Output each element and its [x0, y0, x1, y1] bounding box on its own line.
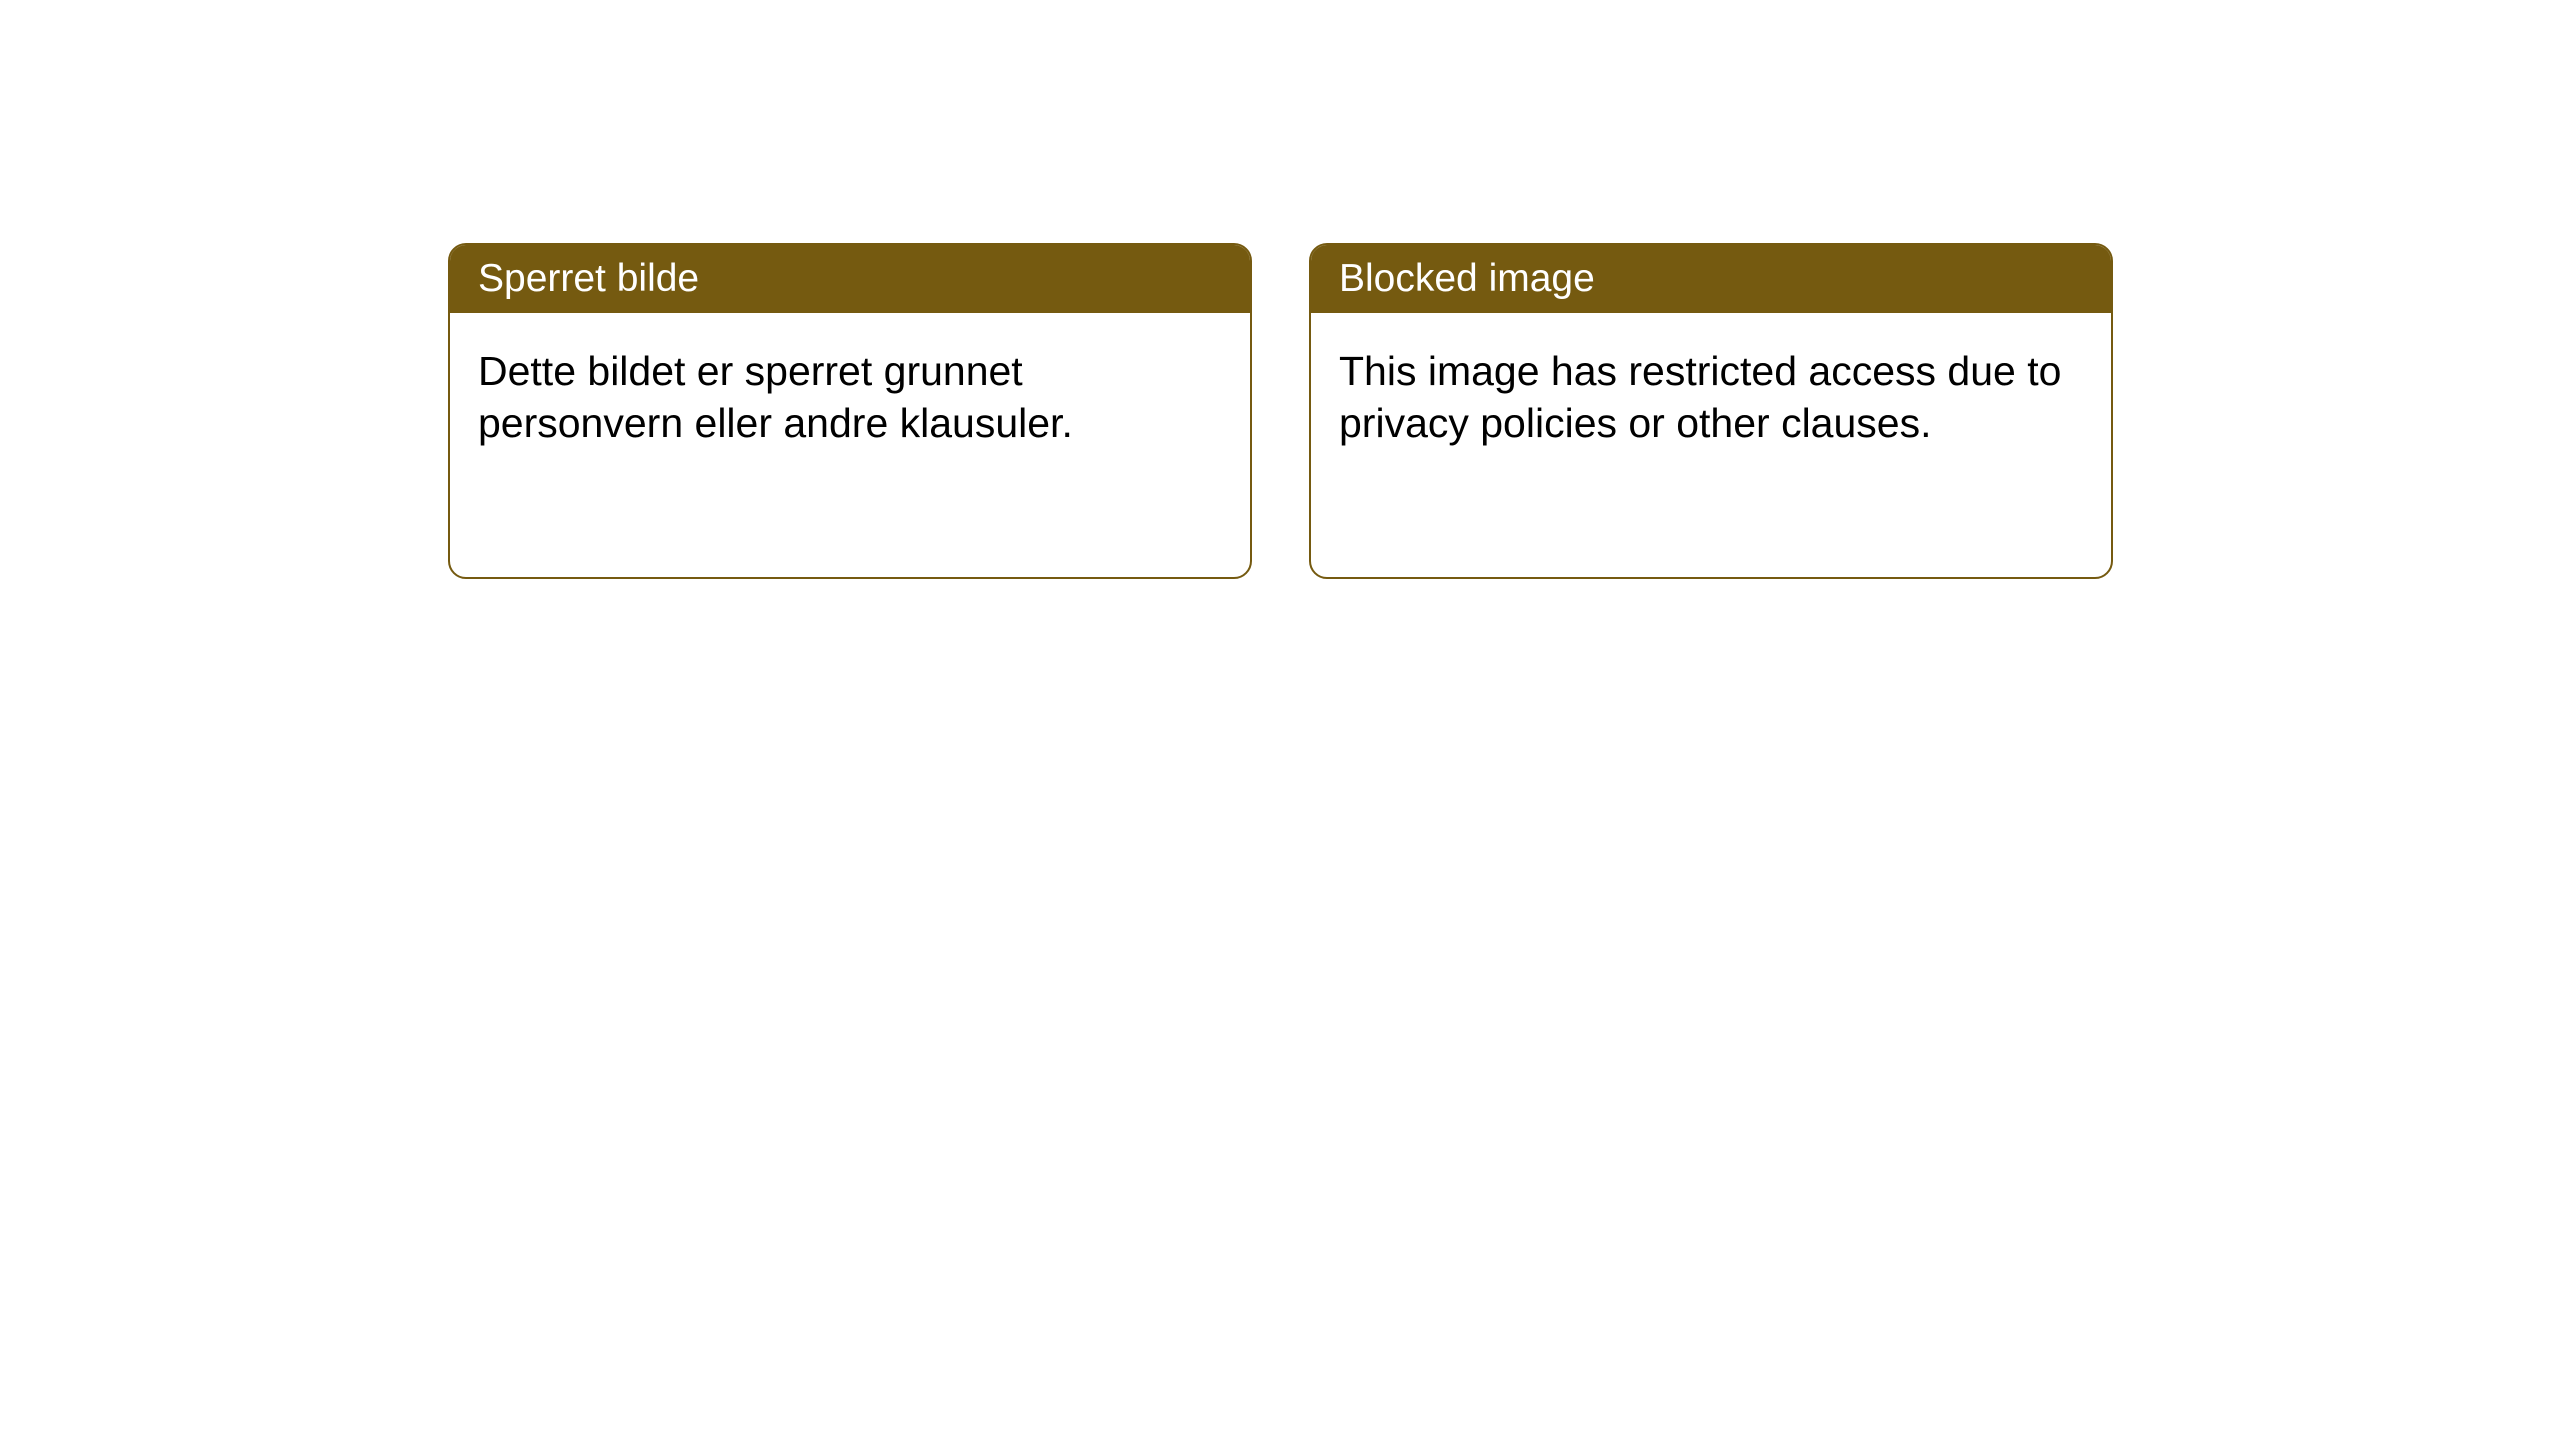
notice-title-en: Blocked image — [1311, 245, 2111, 313]
notice-card-en: Blocked image This image has restricted … — [1309, 243, 2113, 579]
notice-body-en: This image has restricted access due to … — [1311, 313, 2111, 482]
notice-container: Sperret bilde Dette bildet er sperret gr… — [0, 0, 2560, 579]
notice-card-no: Sperret bilde Dette bildet er sperret gr… — [448, 243, 1252, 579]
notice-body-no: Dette bildet er sperret grunnet personve… — [450, 313, 1250, 482]
notice-title-no: Sperret bilde — [450, 245, 1250, 313]
